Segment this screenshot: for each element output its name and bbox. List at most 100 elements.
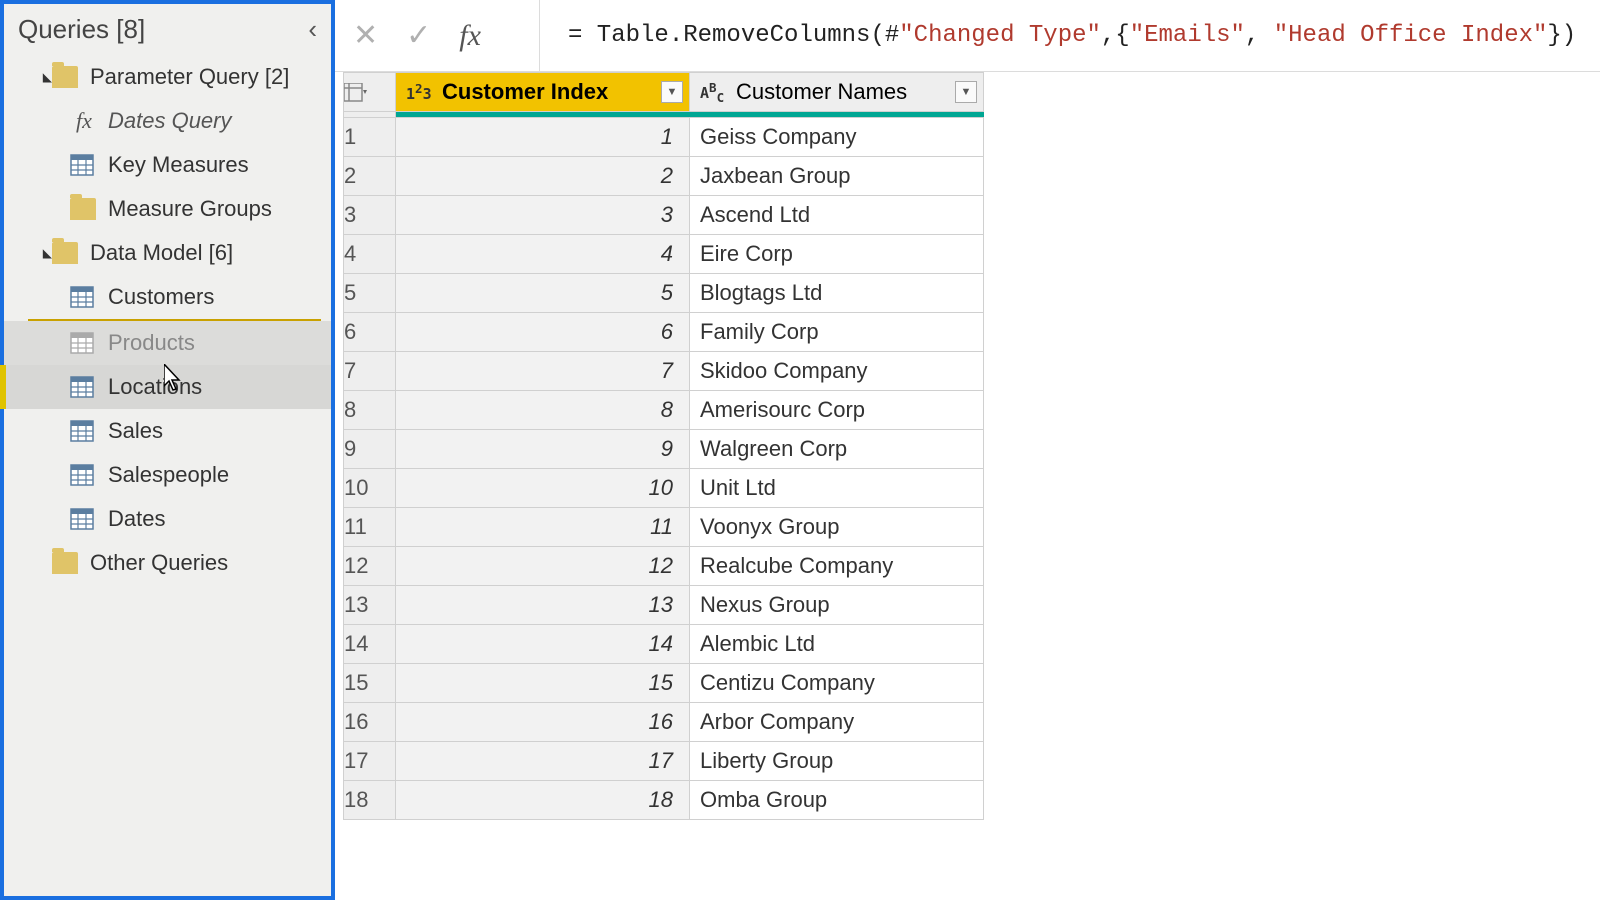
fx-button[interactable]: fx: [459, 19, 481, 53]
table-row[interactable]: 1010Unit Ltd: [344, 469, 984, 508]
tree-item[interactable]: Key Measures: [4, 143, 331, 187]
cell-customer-index[interactable]: 8: [396, 391, 690, 430]
cell-customer-name[interactable]: Omba Group: [690, 781, 984, 820]
cell-customer-index[interactable]: 5: [396, 274, 690, 313]
table-row[interactable]: 1616Arbor Company: [344, 703, 984, 742]
cell-customer-name[interactable]: Nexus Group: [690, 586, 984, 625]
table-corner-button[interactable]: [344, 73, 396, 112]
tree-item-label: Products: [108, 330, 195, 356]
cell-customer-name[interactable]: Geiss Company: [690, 118, 984, 157]
table-row[interactable]: 77Skidoo Company: [344, 352, 984, 391]
table-row[interactable]: 44Eire Corp: [344, 235, 984, 274]
number-type-icon: 123: [406, 81, 434, 103]
tree-folder[interactable]: ◢Data Model [6]: [4, 231, 331, 275]
table-row[interactable]: 99Walgreen Corp: [344, 430, 984, 469]
cell-customer-index[interactable]: 9: [396, 430, 690, 469]
table-row[interactable]: 55Blogtags Ltd: [344, 274, 984, 313]
text-type-icon: ABC: [700, 80, 728, 105]
queries-tree: ◢Parameter Query [2]fxDates Query Key Mea…: [4, 55, 331, 585]
cell-customer-name[interactable]: Skidoo Company: [690, 352, 984, 391]
cell-customer-name[interactable]: Family Corp: [690, 313, 984, 352]
row-number: 7: [344, 352, 396, 391]
cancel-formula-button[interactable]: ✕: [353, 18, 378, 53]
tree-item-label: Salespeople: [108, 462, 229, 488]
table-row[interactable]: 66Family Corp: [344, 313, 984, 352]
table-icon: [70, 332, 94, 354]
row-number: 14: [344, 625, 396, 664]
column-header-customer-names[interactable]: ABC Customer Names ▼: [690, 73, 984, 112]
tree-item-label: Key Measures: [108, 152, 249, 178]
table-row[interactable]: 1212Realcube Company: [344, 547, 984, 586]
tree-item-label: Customers: [108, 284, 214, 310]
cell-customer-index[interactable]: 4: [396, 235, 690, 274]
cell-customer-index[interactable]: 12: [396, 547, 690, 586]
table-row[interactable]: 1515Centizu Company: [344, 664, 984, 703]
tree-folder[interactable]: Other Queries: [4, 541, 331, 585]
cell-customer-name[interactable]: Centizu Company: [690, 664, 984, 703]
tree-folder[interactable]: ◢Parameter Query [2]: [4, 55, 331, 99]
row-number: 16: [344, 703, 396, 742]
formula-bar: ✕ ✓ fx = Table.RemoveColumns(#"Changed T…: [335, 0, 1600, 72]
collapse-panel-button[interactable]: ‹: [308, 14, 317, 45]
tree-item[interactable]: Products: [4, 321, 331, 365]
table-row[interactable]: 1717Liberty Group: [344, 742, 984, 781]
cell-customer-name[interactable]: Amerisourc Corp: [690, 391, 984, 430]
cell-customer-name[interactable]: Realcube Company: [690, 547, 984, 586]
function-icon: fx: [70, 108, 98, 134]
cell-customer-name[interactable]: Arbor Company: [690, 703, 984, 742]
cell-customer-index[interactable]: 2: [396, 157, 690, 196]
tree-item[interactable]: Measure Groups: [4, 187, 331, 231]
row-number: 10: [344, 469, 396, 508]
table-icon: [70, 376, 94, 398]
table-row[interactable]: 1414Alembic Ltd: [344, 625, 984, 664]
table-icon: [70, 420, 94, 442]
cell-customer-name[interactable]: Eire Corp: [690, 235, 984, 274]
filter-button[interactable]: ▼: [955, 81, 977, 103]
folder-icon: [52, 66, 78, 88]
tree-item[interactable]: Locations: [4, 365, 331, 409]
cell-customer-index[interactable]: 7: [396, 352, 690, 391]
cell-customer-index[interactable]: 6: [396, 313, 690, 352]
table-row[interactable]: 33Ascend Ltd: [344, 196, 984, 235]
main-area: ✕ ✓ fx = Table.RemoveColumns(#"Changed T…: [335, 0, 1600, 900]
tree-item[interactable]: fxDates Query: [4, 99, 331, 143]
column-header-customer-index[interactable]: 123 Customer Index ▼: [396, 73, 690, 112]
cell-customer-index[interactable]: 17: [396, 742, 690, 781]
table-row[interactable]: 1111Voonyx Group: [344, 508, 984, 547]
cell-customer-name[interactable]: Alembic Ltd: [690, 625, 984, 664]
row-number: 6: [344, 313, 396, 352]
formula-text[interactable]: = Table.RemoveColumns(#"Changed Type",{"…: [540, 22, 1600, 49]
cell-customer-index[interactable]: 13: [396, 586, 690, 625]
tree-item[interactable]: Salespeople: [4, 453, 331, 497]
cell-customer-name[interactable]: Voonyx Group: [690, 508, 984, 547]
cell-customer-index[interactable]: 14: [396, 625, 690, 664]
cell-customer-name[interactable]: Walgreen Corp: [690, 430, 984, 469]
cell-customer-index[interactable]: 11: [396, 508, 690, 547]
table-row[interactable]: 1818Omba Group: [344, 781, 984, 820]
cell-customer-index[interactable]: 15: [396, 664, 690, 703]
cell-customer-name[interactable]: Liberty Group: [690, 742, 984, 781]
cell-customer-index[interactable]: 10: [396, 469, 690, 508]
table-row[interactable]: 22Jaxbean Group: [344, 157, 984, 196]
cell-customer-index[interactable]: 3: [396, 196, 690, 235]
tree-item[interactable]: Dates: [4, 497, 331, 541]
cell-customer-name[interactable]: Blogtags Ltd: [690, 274, 984, 313]
tree-item[interactable]: Customers: [4, 275, 331, 319]
table-row[interactable]: 88Amerisourc Corp: [344, 391, 984, 430]
filter-button[interactable]: ▼: [661, 81, 683, 103]
cell-customer-name[interactable]: Jaxbean Group: [690, 157, 984, 196]
tree-item-label: Locations: [108, 374, 202, 400]
cell-customer-name[interactable]: Ascend Ltd: [690, 196, 984, 235]
table-icon: [70, 464, 94, 486]
cell-customer-index[interactable]: 16: [396, 703, 690, 742]
table-row[interactable]: 11Geiss Company: [344, 118, 984, 157]
cell-customer-index[interactable]: 18: [396, 781, 690, 820]
cell-customer-name[interactable]: Unit Ltd: [690, 469, 984, 508]
cell-customer-index[interactable]: 1: [396, 118, 690, 157]
table-icon: [70, 508, 94, 530]
accept-formula-button[interactable]: ✓: [406, 18, 431, 53]
row-number: 4: [344, 235, 396, 274]
table-row[interactable]: 1313Nexus Group: [344, 586, 984, 625]
tree-item[interactable]: Sales: [4, 409, 331, 453]
tree-folder-label: Data Model [6]: [90, 240, 233, 266]
